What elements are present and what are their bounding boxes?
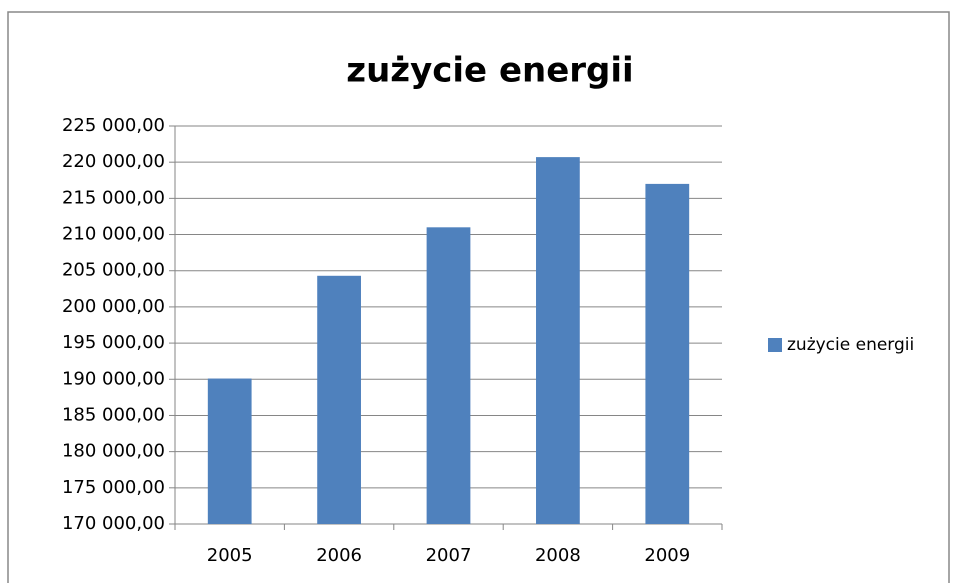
legend-label: zużycie energii <box>787 335 914 355</box>
bar <box>317 275 361 524</box>
legend-swatch <box>768 338 782 352</box>
y-tick-label: 175 000,00 <box>62 477 165 498</box>
x-tick-label: 2007 <box>426 545 472 566</box>
y-tick-label: 190 000,00 <box>62 368 165 389</box>
x-tick-label: 2009 <box>644 545 690 566</box>
x-tick-label: 2006 <box>316 545 362 566</box>
bar <box>536 157 580 524</box>
chart-title: zużycie energii <box>346 51 633 91</box>
bar <box>645 183 690 524</box>
x-tick-label: 2008 <box>535 545 581 566</box>
bar <box>207 378 252 524</box>
y-tick-label: 220 000,00 <box>62 151 165 172</box>
y-tick-label: 225 000,00 <box>62 115 165 136</box>
x-tick-label: 2005 <box>207 545 253 566</box>
y-tick-label: 170 000,00 <box>62 513 165 534</box>
y-tick-label: 200 000,00 <box>62 296 165 317</box>
y-tick-label: 215 000,00 <box>62 187 165 208</box>
y-tick-label: 210 000,00 <box>62 224 165 245</box>
y-tick-label: 195 000,00 <box>62 332 165 353</box>
y-tick-label: 205 000,00 <box>62 260 165 281</box>
bar <box>426 227 471 525</box>
y-tick-label: 185 000,00 <box>62 404 165 425</box>
y-tick-label: 180 000,00 <box>62 441 165 462</box>
